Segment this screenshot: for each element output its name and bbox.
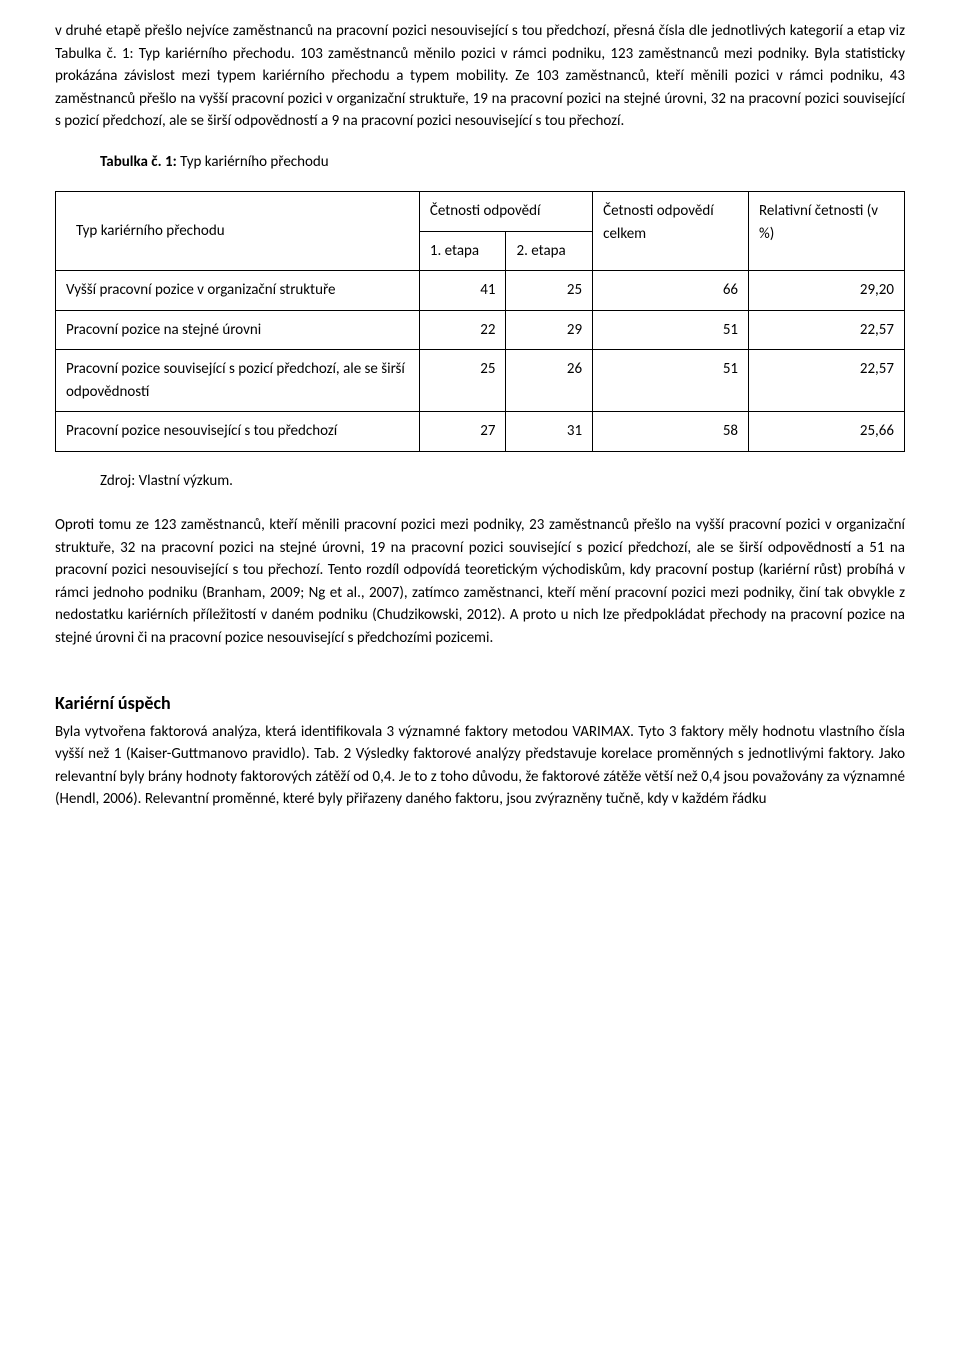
header-cetnosti: Četnosti odpovědí — [420, 192, 592, 232]
table-header-row: Typ kariérního přechodu Četnosti odpověd… — [56, 192, 905, 271]
table-caption-label: Tabulka č. 1: — [100, 153, 177, 171]
cell-total: 58 — [593, 412, 749, 452]
cell-type: Pracovní pozice nesouvisející s tou před… — [56, 412, 420, 452]
cell-e1: 27 — [419, 412, 506, 452]
table-row: Vyšší pracovní pozice v organizační stru… — [56, 271, 905, 311]
table-caption: Tabulka č. 1: Typ kariérního přechodu — [55, 151, 905, 174]
table-source: Zdroj: Vlastní výzkum. — [55, 470, 905, 493]
cell-type: Vyšší pracovní pozice v organizační stru… — [56, 271, 420, 311]
cell-pct: 22,57 — [749, 350, 905, 412]
header-etapa2: 2. etapa — [506, 232, 592, 271]
cell-pct: 29,20 — [749, 271, 905, 311]
cell-pct: 25,66 — [749, 412, 905, 452]
cell-pct: 22,57 — [749, 310, 905, 350]
transition-type-table: Typ kariérního přechodu Četnosti odpověd… — [55, 191, 905, 452]
intro-paragraph: v druhé etapě přešlo nejvíce zaměstnanců… — [55, 20, 905, 133]
header-cetnosti-group: Četnosti odpovědí 1. etapa 2. etapa — [419, 192, 592, 271]
header-etapa1: 1. etapa — [420, 232, 507, 271]
cell-e1: 22 — [419, 310, 506, 350]
cell-total: 51 — [593, 310, 749, 350]
cell-total: 66 — [593, 271, 749, 311]
table-row: Pracovní pozice související s pozicí pře… — [56, 350, 905, 412]
cell-e2: 31 — [506, 412, 593, 452]
section-heading-career: Kariérní úspěch — [55, 690, 905, 717]
cell-total: 51 — [593, 350, 749, 412]
table-row: Pracovní pozice nesouvisející s tou před… — [56, 412, 905, 452]
cell-e1: 41 — [419, 271, 506, 311]
cell-e1: 25 — [419, 350, 506, 412]
header-total: Četnosti odpovědí celkem — [593, 192, 749, 271]
cell-type: Pracovní pozice na stejné úrovni — [56, 310, 420, 350]
table-row: Pracovní pozice na stejné úrovni 22 29 5… — [56, 310, 905, 350]
cell-e2: 26 — [506, 350, 593, 412]
cell-type: Pracovní pozice související s pozicí pře… — [56, 350, 420, 412]
header-pct: Relativní četnosti (v %) — [749, 192, 905, 271]
career-success-paragraph: Byla vytvořena faktorová analýza, která … — [55, 721, 905, 811]
table-caption-text: Typ kariérního přechodu — [177, 153, 329, 171]
after-table-paragraph: Oproti tomu ze 123 zaměstnanců, kteří mě… — [55, 514, 905, 649]
cell-e2: 25 — [506, 271, 593, 311]
cell-e2: 29 — [506, 310, 593, 350]
header-type: Typ kariérního přechodu — [56, 192, 420, 271]
